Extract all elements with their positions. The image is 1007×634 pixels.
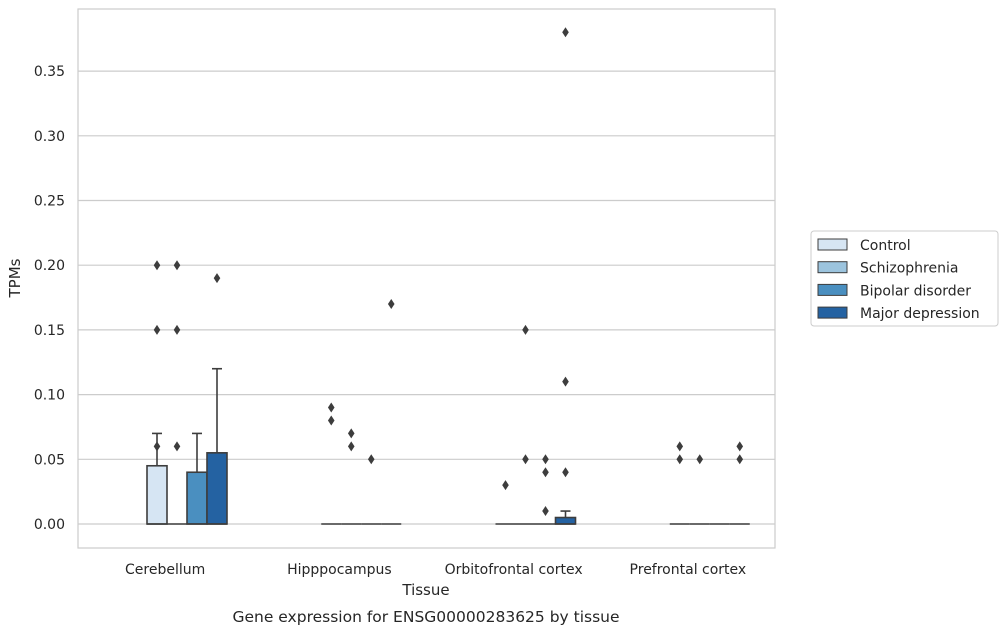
y-axis-ticks: 0.00 0.05 0.10 0.15 0.20 0.25 0.30 0.35	[34, 64, 65, 533]
box	[361, 454, 382, 525]
box	[381, 299, 402, 525]
y-tick-label: 0.30	[34, 129, 65, 145]
outlier-point	[347, 428, 355, 439]
x-tick-label: Orbitofrontal cortex	[445, 562, 583, 578]
y-axis-label: TPMs	[6, 258, 24, 298]
outlier-point	[562, 467, 569, 478]
outlier-point	[522, 454, 529, 465]
outlier-point	[676, 441, 684, 452]
box	[669, 441, 690, 525]
x-axis-ticks: Cerebellum Hipppocampus Orbitofrontal cort…	[125, 562, 746, 578]
y-tick-label: 0.05	[34, 452, 65, 468]
outlier-point	[542, 467, 549, 478]
outlier-point	[173, 324, 181, 335]
outlier-point	[562, 376, 569, 387]
grid-lines	[78, 70, 775, 525]
outlier-point	[153, 324, 161, 335]
box-body	[206, 452, 228, 525]
outlier-point	[736, 441, 744, 452]
outlier-point	[327, 415, 335, 426]
outlier-point	[347, 441, 355, 452]
outlier-point	[153, 260, 161, 271]
outlier-point	[676, 454, 684, 465]
legend-swatch	[817, 306, 848, 319]
legend-swatch	[817, 283, 848, 296]
y-tick-label: 0.15	[34, 323, 65, 339]
y-tick-label: 0.10	[34, 388, 65, 404]
outlier-point	[327, 402, 335, 413]
box	[186, 432, 208, 525]
outlier-point	[153, 441, 161, 452]
legend: Control Schizophrenia Bipolar disorder Majo…	[810, 230, 999, 327]
x-tick-label: Prefrontal cortex	[630, 562, 747, 578]
box	[535, 454, 556, 525]
box	[554, 27, 577, 525]
outlier-point	[696, 454, 704, 465]
box	[321, 402, 342, 525]
outlier-point	[173, 260, 181, 271]
outlier-point	[522, 324, 529, 335]
outlier-point	[213, 273, 221, 284]
box	[729, 441, 750, 525]
outlier-point	[502, 480, 509, 491]
legend-swatch	[817, 261, 848, 274]
y-tick-label: 0.00	[34, 517, 65, 533]
outlier-point	[542, 454, 549, 465]
legend-label: Schizophrenia	[860, 261, 958, 277]
y-tick-label: 0.25	[34, 194, 65, 210]
box	[206, 273, 228, 525]
outlier-point	[542, 506, 549, 517]
outlier-point	[173, 441, 181, 452]
box	[167, 260, 187, 525]
legend-label: Bipolar disorder	[860, 283, 971, 299]
chart-caption: Gene expression for ENSG00000283625 by t…	[232, 608, 619, 626]
outlier-point	[562, 27, 569, 38]
box	[689, 454, 710, 525]
legend-label: Control	[860, 238, 911, 254]
box	[146, 260, 168, 525]
outlier-point	[736, 454, 744, 465]
legend-frame	[810, 230, 999, 327]
x-tick-label: Cerebellum	[125, 562, 205, 578]
y-tick-label: 0.35	[34, 64, 65, 80]
outlier-point	[367, 454, 375, 465]
box-body	[554, 516, 577, 525]
x-tick-label: Hipppocampus	[287, 562, 392, 578]
legend-label: Major depression	[860, 306, 980, 322]
box-body	[146, 464, 168, 525]
outlier-point	[387, 299, 395, 310]
box	[341, 428, 362, 525]
box	[515, 324, 536, 525]
y-tick-label: 0.20	[34, 258, 65, 274]
box-series	[146, 27, 750, 525]
legend-swatch	[817, 238, 848, 251]
box	[495, 480, 516, 525]
box-body	[186, 471, 208, 525]
plot-frame	[77, 8, 776, 549]
x-axis-label: Tissue	[401, 581, 449, 599]
